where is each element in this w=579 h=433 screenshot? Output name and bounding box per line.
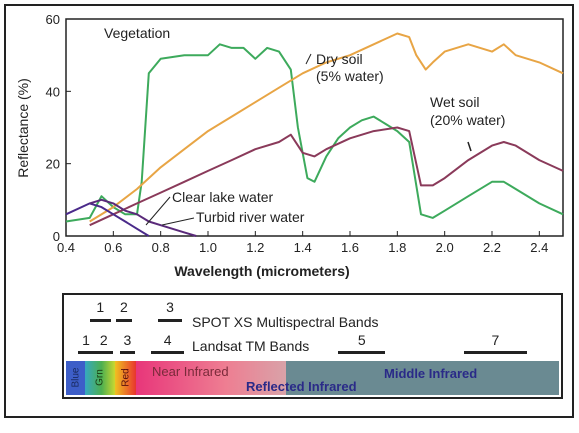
- reflectance-chart: 0.4 0.6 0.8 1.0 1.2 1.4 1.6 1.8 2.0 2.2 2.4 0 20 40 6…: [15, 12, 564, 279]
- spot-band-3-number: 3: [166, 299, 174, 315]
- x-tick-label: 1.6: [341, 240, 359, 255]
- spot-band-1-number: 1: [96, 299, 105, 315]
- x-tick-label: 1.2: [246, 240, 264, 255]
- spectrum-green: [85, 361, 115, 395]
- plot-area: [65, 18, 564, 237]
- x-tick-label: 1.0: [199, 240, 217, 255]
- x-tick-label: 2.4: [530, 240, 548, 255]
- series-lines: [65, 32, 564, 237]
- series-turbid-river-water: [89, 198, 197, 237]
- spot-bands-label: SPOT XS Multispectral Bands: [192, 314, 379, 330]
- spectrum-strip: Blue Grn Red Near Infrared Reflected Inf…: [66, 361, 559, 395]
- x-tick-label: 2.2: [483, 240, 501, 255]
- turbid-river-leader: [161, 217, 195, 226]
- dry-soil-tick: [305, 53, 312, 65]
- y-tick-label: 60: [46, 12, 60, 27]
- reflected-infrared-label: Reflected Infrared: [246, 379, 357, 394]
- spectrum-blue: [66, 361, 85, 395]
- wet-soil-label-line2: (20% water): [430, 112, 505, 128]
- middle-infrared-label: Middle Infrared: [384, 366, 478, 381]
- y-tick-label: 0: [53, 229, 60, 244]
- landsat-band-1-number: 1: [82, 332, 90, 348]
- landsat-band-7-bar: [463, 351, 528, 354]
- series-dry-soil-5-water: [89, 32, 564, 223]
- clear-lake-label: Clear lake water: [172, 189, 273, 205]
- green-label: Grn: [94, 369, 106, 386]
- landsat-band-3-number: 3: [123, 332, 132, 348]
- landsat-band-4-bar: [151, 351, 185, 354]
- spot-band-2-bar: [115, 319, 133, 322]
- x-tick-label: 0.8: [152, 240, 170, 255]
- near-infrared-label: Near Infrared: [152, 364, 229, 379]
- x-axis-ticks: 0.4 0.6 0.8 1.0 1.2 1.4 1.6 1.8 2.0 2.2 2.4: [57, 231, 548, 255]
- x-axis-title: Wavelength (micrometers): [174, 263, 349, 279]
- spectrum-middle-infrared: [286, 361, 559, 395]
- landsat-band-3-bar: [120, 351, 135, 354]
- dry-soil-label-line1: Dry soil: [316, 51, 363, 67]
- spot-band-1-bar: [89, 319, 111, 322]
- wet-soil-label-line1: Wet soil: [430, 94, 480, 110]
- landsat-band-2-bar: [94, 351, 114, 354]
- landsat-band-5-bar: [338, 351, 386, 354]
- landsat-band-1-bar: [77, 351, 95, 354]
- x-tick-label: 0.6: [104, 240, 122, 255]
- spot-band-2-number: 2: [119, 299, 128, 315]
- x-tick-label: 1.8: [388, 240, 406, 255]
- landsat-band-4-number: 4: [163, 332, 172, 348]
- y-axis-ticks: 0 20 40 60: [46, 12, 71, 244]
- x-tick-label: 1.4: [294, 240, 312, 255]
- clear-lake-leader: [145, 196, 171, 226]
- x-tick-label: 0.4: [57, 240, 75, 255]
- x-tick-label: 2.0: [436, 240, 454, 255]
- series-wet-soil-20-water: [89, 126, 564, 227]
- landsat-band-2-number: 2: [99, 332, 108, 348]
- landsat-band-7-number: 7: [491, 332, 500, 348]
- landsat-band-5-number: 5: [357, 332, 366, 348]
- sensor-bands-panel: SPOT XS Multispectral Bands Landsat TM B…: [62, 293, 563, 399]
- spectrum-red: [115, 361, 136, 395]
- vegetation-label: Vegetation: [104, 25, 170, 41]
- figure-frame: 0.4 0.6 0.8 1.0 1.2 1.4 1.6 1.8 2.0 2.2 2.4 0 20 40 6…: [4, 4, 574, 418]
- red-label: Red: [120, 368, 132, 387]
- wet-soil-tick: [467, 141, 472, 152]
- y-axis-title: Reflectance (%): [15, 78, 31, 178]
- landsat-bands-label: Landsat TM Bands: [192, 338, 310, 354]
- spot-band-3-bar: [158, 319, 182, 322]
- spectrum-near-infrared: [136, 361, 286, 395]
- y-tick-label: 20: [46, 157, 60, 172]
- blue-label: Blue: [70, 367, 82, 388]
- dry-soil-label-line2: (5% water): [316, 68, 384, 84]
- turbid-river-label: Turbid river water: [196, 209, 305, 225]
- y-tick-label: 40: [46, 84, 60, 99]
